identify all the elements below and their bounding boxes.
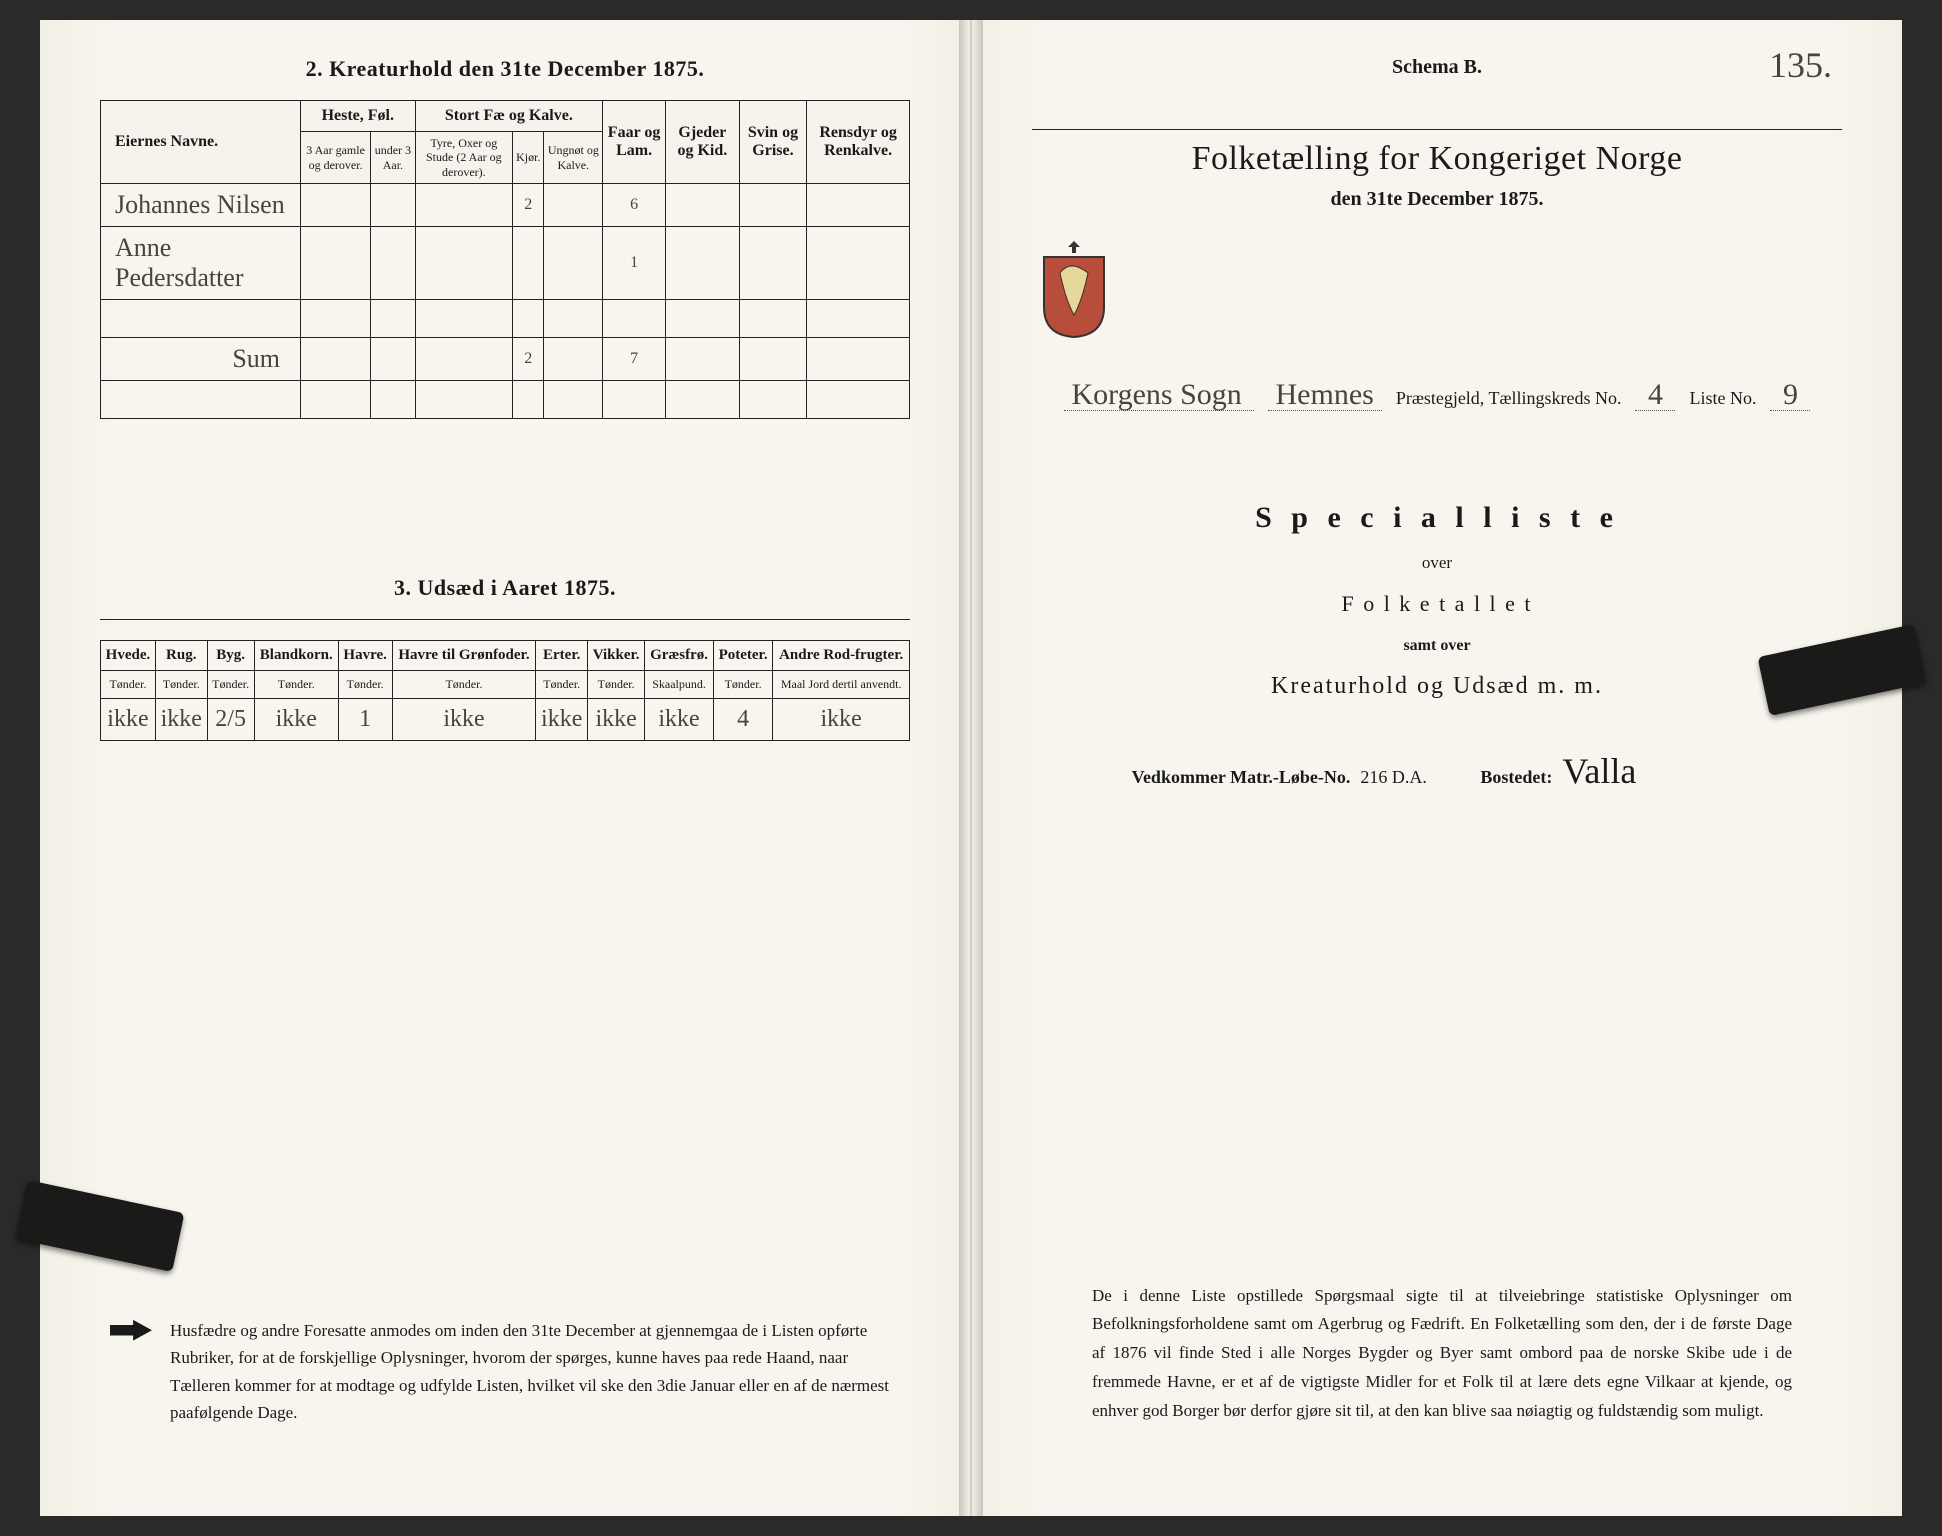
sub-stort1: Tyre, Oxer og Stude (2 Aar og derover). <box>415 132 513 184</box>
sum-label: Sum <box>101 338 301 381</box>
t3-col: Havre. <box>338 641 392 671</box>
sub-stort2: Kjør. <box>513 132 544 184</box>
matr-label: Vedkommer Matr.-Løbe-No. <box>1132 767 1351 788</box>
book-gutter <box>959 20 983 1516</box>
t3-unit: Tønder. <box>536 671 588 699</box>
t3-val: ikke <box>645 699 714 741</box>
sub-stort3: Ungnøt og Kalve. <box>544 132 603 184</box>
praeste-label: Præstegjeld, Tællingskreds No. <box>1396 388 1622 409</box>
section3-title: 3. Udsæd i Aaret 1875. <box>100 575 910 601</box>
main-sub: den 31te December 1875. <box>1032 188 1842 211</box>
t3-unit: Tønder. <box>207 671 254 699</box>
archive-clip <box>16 1180 185 1272</box>
t3-col: Græsfrø. <box>645 641 714 671</box>
sogn-val: Korgens Sogn <box>1064 380 1254 411</box>
kreatur: Kreaturhold og Udsæd m. m. <box>1032 673 1842 700</box>
col-group-heste: Heste, Føl. <box>301 101 416 132</box>
pointing-hand-icon <box>110 1317 152 1343</box>
t3-col: Vikker. <box>588 641 645 671</box>
t3-unit: Tønder. <box>588 671 645 699</box>
t3-val: ikke <box>155 699 207 741</box>
praeste-val: Hemnes <box>1268 380 1382 411</box>
sowing-table: Hvede. Rug. Byg. Blandkorn. Havre. Havre… <box>100 640 910 741</box>
right-page: 135. Schema B. Folketælling for Kongerig… <box>972 20 1902 1516</box>
parish-line: Korgens Sogn Hemnes Præstegjeld, Tælling… <box>1032 380 1842 411</box>
col-svin: Svin og Grise. <box>739 101 806 184</box>
t3-unit: Tønder. <box>254 671 338 699</box>
t3-col: Andre Rod-frugter. <box>773 641 910 671</box>
rule <box>1032 129 1842 130</box>
t3-head-row: Hvede. Rug. Byg. Blandkorn. Havre. Havre… <box>101 641 910 671</box>
t3-unit: Tønder. <box>338 671 392 699</box>
col-ren: Rensdyr og Renkalve. <box>807 101 910 184</box>
t3-val: ikke <box>254 699 338 741</box>
cell-faar: 6 <box>603 184 666 227</box>
sum-faar: 7 <box>603 338 666 381</box>
t3-unit: Skaalpund. <box>645 671 714 699</box>
liste-val: 9 <box>1770 380 1810 411</box>
samt: samt over <box>1032 637 1842 655</box>
kreds-val: 4 <box>1635 380 1675 411</box>
t3-col: Havre til Grønfoder. <box>392 641 536 671</box>
page-number: 135. <box>1769 44 1832 86</box>
owner-name: Johannes Nilsen <box>101 184 301 227</box>
cell-kjor: 2 <box>513 184 544 227</box>
t3-unit: Maal Jord dertil anvendt. <box>773 671 910 699</box>
t3-val-row: ikke ikke 2/5 ikke 1 ikke ikke ikke ikke… <box>101 699 910 741</box>
t3-val: ikke <box>536 699 588 741</box>
sum-kjor: 2 <box>513 338 544 381</box>
t3-col: Hvede. <box>101 641 156 671</box>
over: over <box>1032 553 1842 573</box>
bosted-label: Bostedet: <box>1480 767 1552 788</box>
cell-faar: 1 <box>603 227 666 300</box>
t3-unit-row: Tønder. Tønder. Tønder. Tønder. Tønder. … <box>101 671 910 699</box>
bosted-val: Valla <box>1562 750 1742 792</box>
table-row <box>101 381 910 419</box>
t3-val: 2/5 <box>207 699 254 741</box>
table-row: Johannes Nilsen 2 6 <box>101 184 910 227</box>
t3-unit: Tønder. <box>101 671 156 699</box>
col-group-stort: Stort Fæ og Kalve. <box>415 101 603 132</box>
section2-title: 2. Kreaturhold den 31te December 1875. <box>100 56 910 82</box>
specialliste: S p e c i a l l i s t e <box>1032 501 1842 535</box>
folketallet: F o l k e t a l l e t <box>1032 591 1842 617</box>
t3-col: Blandkorn. <box>254 641 338 671</box>
main-title: Folketælling for Kongeriget Norge <box>1032 140 1842 178</box>
table-row <box>101 300 910 338</box>
t3-col: Byg. <box>207 641 254 671</box>
coat-of-arms-icon <box>1032 239 1116 339</box>
sub-heste2: under 3 Aar. <box>371 132 415 184</box>
liste-label: Liste No. <box>1689 388 1756 409</box>
livestock-table: Eiernes Navne. Heste, Føl. Stort Fæ og K… <box>100 100 910 419</box>
t3-val: ikke <box>101 699 156 741</box>
t3-col: Rug. <box>155 641 207 671</box>
col-owner: Eiernes Navne. <box>101 101 301 184</box>
t3-val: 1 <box>338 699 392 741</box>
matr-val: 216 D.A. <box>1360 767 1470 788</box>
t3-val: ikke <box>392 699 536 741</box>
col-faar: Faar og Lam. <box>603 101 666 184</box>
footnote-text: Husfædre og andre Foresatte anmodes om i… <box>170 1317 890 1426</box>
t3-val: ikke <box>773 699 910 741</box>
t3-val: 4 <box>713 699 772 741</box>
left-footnote: Husfædre og andre Foresatte anmodes om i… <box>110 1317 890 1426</box>
right-footnote: De i denne Liste opstillede Spørgsmaal s… <box>1092 1282 1792 1426</box>
book-spread: 2. Kreaturhold den 31te December 1875. E… <box>40 20 1902 1516</box>
sum-row: Sum 2 7 <box>101 338 910 381</box>
col-gjeder: Gjeder og Kid. <box>666 101 740 184</box>
sub-heste1: 3 Aar gamle og derover. <box>301 132 371 184</box>
left-page: 2. Kreaturhold den 31te December 1875. E… <box>40 20 972 1516</box>
t3-val: ikke <box>588 699 645 741</box>
schema-label: Schema B. <box>1032 56 1842 79</box>
rule <box>100 619 910 620</box>
t3-unit: Tønder. <box>713 671 772 699</box>
table-row: Anne Pedersdatter 1 <box>101 227 910 300</box>
t3-unit: Tønder. <box>155 671 207 699</box>
vedkommer-line: Vedkommer Matr.-Løbe-No. 216 D.A. Bosted… <box>1032 750 1842 792</box>
t3-unit: Tønder. <box>392 671 536 699</box>
t3-col: Erter. <box>536 641 588 671</box>
t3-col: Poteter. <box>713 641 772 671</box>
owner-name: Anne Pedersdatter <box>101 227 301 300</box>
